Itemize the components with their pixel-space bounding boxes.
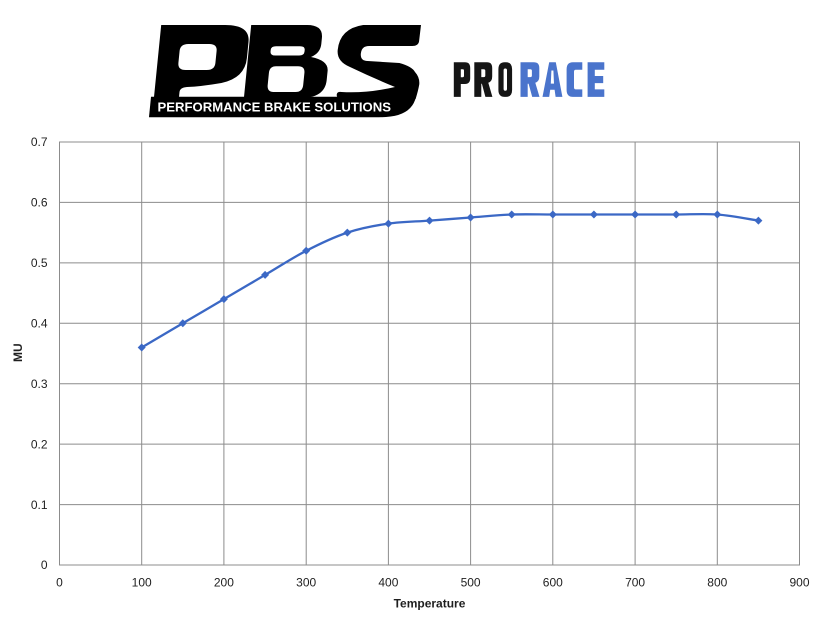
- svg-text:200: 200: [214, 576, 234, 590]
- svg-text:0.6: 0.6: [31, 196, 48, 210]
- svg-text:0.7: 0.7: [31, 135, 48, 149]
- svg-text:Temperature: Temperature: [394, 597, 466, 611]
- svg-text:0.2: 0.2: [31, 437, 48, 451]
- svg-text:700: 700: [625, 576, 645, 590]
- svg-text:500: 500: [461, 576, 481, 590]
- svg-text:0.3: 0.3: [31, 377, 48, 391]
- svg-text:900: 900: [789, 576, 809, 590]
- svg-text:800: 800: [707, 576, 727, 590]
- svg-text:600: 600: [543, 576, 563, 590]
- svg-text:0.4: 0.4: [31, 317, 48, 331]
- svg-text:0: 0: [41, 558, 48, 572]
- svg-text:100: 100: [132, 576, 152, 590]
- svg-text:MU: MU: [11, 343, 25, 362]
- svg-text:300: 300: [296, 576, 316, 590]
- svg-text:0: 0: [56, 576, 63, 590]
- svg-text:0.1: 0.1: [31, 498, 48, 512]
- svg-text:400: 400: [378, 576, 398, 590]
- svg-text:PERFORMANCE BRAKE SOLUTIONS: PERFORMANCE BRAKE SOLUTIONS: [158, 99, 392, 114]
- svg-text:0.5: 0.5: [31, 256, 48, 270]
